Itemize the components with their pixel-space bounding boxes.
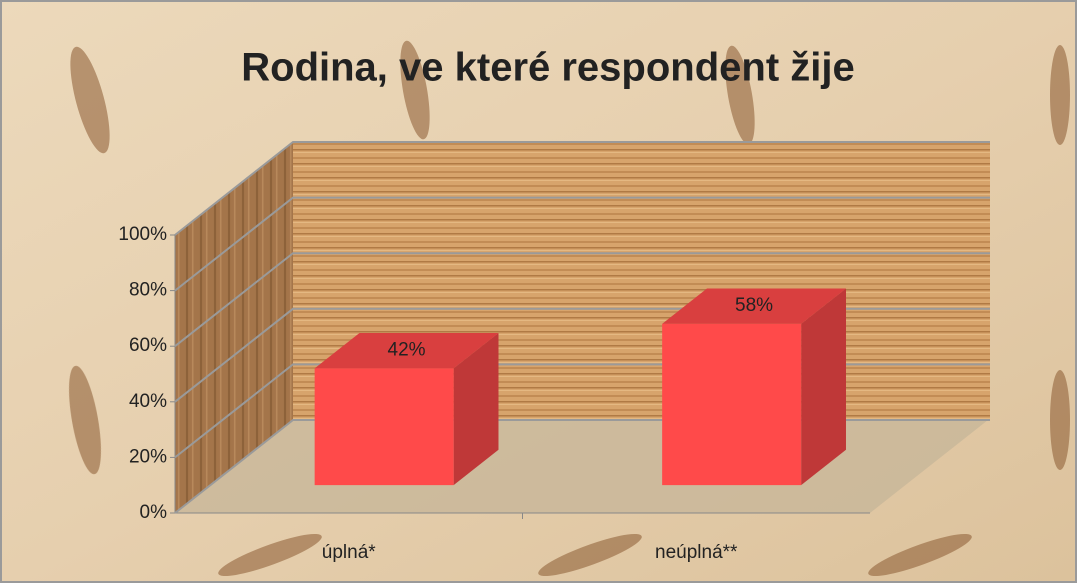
y-tick-label: 80%: [129, 280, 167, 301]
y-tick-label: 20%: [129, 446, 167, 467]
chart: Rodina, ve které respondent žije 0% 20% 40…: [0, 0, 1077, 583]
x-tick-label: úplná*: [322, 542, 376, 563]
y-tick-label: 100%: [118, 224, 167, 245]
bar: [662, 324, 801, 485]
data-label: 42%: [388, 340, 426, 361]
data-label: 58%: [735, 295, 773, 316]
x-tick-label: neúplná**: [655, 542, 738, 563]
y-tick-label: 0%: [140, 502, 168, 523]
y-tick-label: 40%: [129, 391, 167, 412]
floor: [175, 420, 988, 513]
bar: [315, 368, 454, 485]
y-tick-label: 60%: [129, 335, 167, 356]
chart-title: Rodina, ve které respondent žije: [241, 46, 855, 90]
